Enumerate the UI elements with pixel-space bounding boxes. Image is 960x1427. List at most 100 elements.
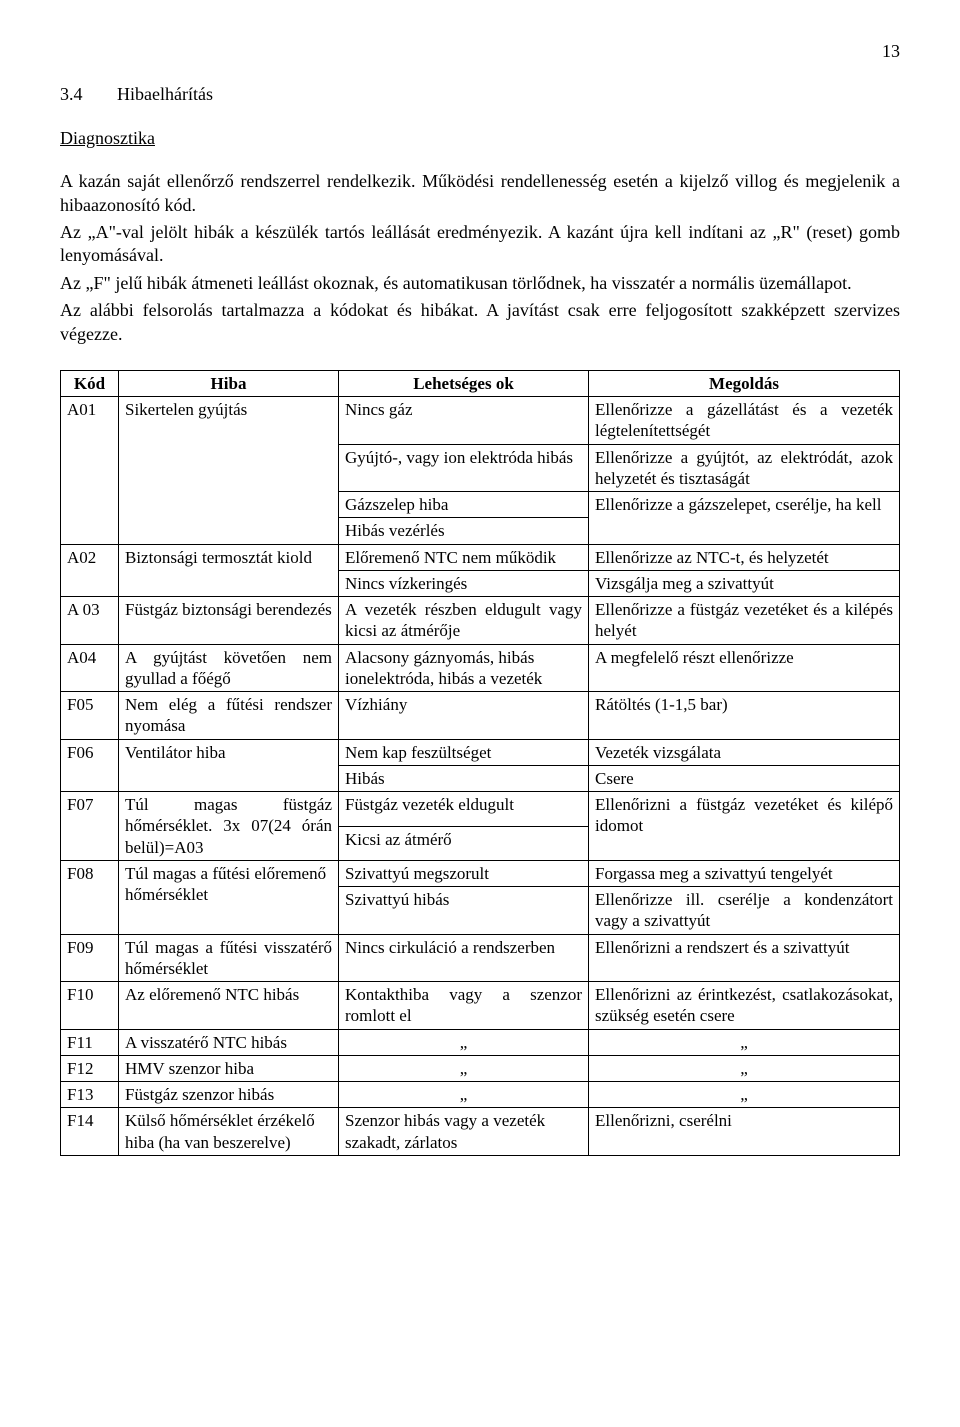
cell-kod: A01 [61, 397, 119, 545]
cell-megoldas: Vizsgálja meg a szivattyút [589, 570, 900, 596]
table-header-row: Kód Hiba Lehetséges ok Megoldás [61, 370, 900, 396]
cell-megoldas: Ellenőrizze a füstgáz vezetéket és a kil… [589, 597, 900, 645]
cell-ok: Nem kap feszültséget [339, 739, 589, 765]
cell-ok: Szenzor hibás vagy a vezeték szakadt, zá… [339, 1108, 589, 1156]
col-header-kod: Kód [61, 370, 119, 396]
cell-megoldas: „ [589, 1055, 900, 1081]
cell-hiba: A visszatérő NTC hibás [119, 1029, 339, 1055]
cell-ok: „ [339, 1029, 589, 1055]
cell-kod: F12 [61, 1055, 119, 1081]
cell-kod: F10 [61, 982, 119, 1030]
table-row: F11 A visszatérő NTC hibás „ „ [61, 1029, 900, 1055]
table-row: A02 Biztonsági termosztát kiold Előremen… [61, 544, 900, 570]
cell-ok: „ [339, 1082, 589, 1108]
cell-hiba: Füstgáz biztonsági berendezés [119, 597, 339, 645]
table-row: F09 Túl magas a fűtési visszatérő hőmérs… [61, 934, 900, 982]
cell-ok: Szivattyú megszorult [339, 860, 589, 886]
cell-kod: F06 [61, 739, 119, 792]
cell-megoldas: Ellenőrizze ill. cserélje a kondenzátort… [589, 887, 900, 935]
cell-megoldas: Ellenőrizni az érintkezést, csatlakozáso… [589, 982, 900, 1030]
cell-ok: Szivattyú hibás [339, 887, 589, 935]
cell-hiba: Ventilátor hiba [119, 739, 339, 792]
cell-ok: Alacsony gáznyomás, hibás ionelektróda, … [339, 644, 589, 692]
cell-kod: F09 [61, 934, 119, 982]
cell-ok: A vezeték részben eldugult vagy kicsi az… [339, 597, 589, 645]
cell-megoldas: Ellenőrizze az NTC-t, és helyzetét [589, 544, 900, 570]
table-row: F05 Nem elég a fűtési rendszer nyomása V… [61, 692, 900, 740]
paragraph: Az „A"-val jelölt hibák a készülék tartó… [60, 221, 900, 268]
cell-ok: Gyújtó-, vagy ion elektróda hibás [339, 444, 589, 492]
cell-kod: F07 [61, 792, 119, 861]
cell-hiba: Túl magas a fűtési visszatérő hőmérsékle… [119, 934, 339, 982]
paragraph: A kazán saját ellenőrző rendszerrel rend… [60, 170, 900, 217]
cell-kod: F11 [61, 1029, 119, 1055]
cell-megoldas: Ellenőrizze a gázellátást és a vezeték l… [589, 397, 900, 445]
table-row: F12 HMV szenzor hiba „ „ [61, 1055, 900, 1081]
cell-kod: A02 [61, 544, 119, 597]
cell-ok: Kontakthiba vagy a szenzor romlott el [339, 982, 589, 1030]
cell-kod: F08 [61, 860, 119, 934]
cell-ok: Füstgáz vezeték eldugult [339, 792, 589, 826]
cell-ok: Előremenő NTC nem működik [339, 544, 589, 570]
cell-ok: Hibás [339, 765, 589, 791]
cell-megoldas: A megfelelő részt ellenőrizze [589, 644, 900, 692]
cell-megoldas: Forgassa meg a szivattyú tengelyét [589, 860, 900, 886]
cell-megoldas: Ellenőrizze a gyújtót, az elektródát, az… [589, 444, 900, 492]
table-row: A 03 Füstgáz biztonsági berendezés A vez… [61, 597, 900, 645]
cell-hiba: Külső hőmérséklet érzékelő hiba (ha van … [119, 1108, 339, 1156]
cell-ok: Nincs cirkuláció a rendszerben [339, 934, 589, 982]
cell-ok: Vízhiány [339, 692, 589, 740]
cell-megoldas: „ [589, 1029, 900, 1055]
cell-hiba: A gyújtást követően nem gyullad a főégő [119, 644, 339, 692]
cell-ok: Nincs gáz [339, 397, 589, 445]
paragraph: Az „F" jelű hibák átmeneti leállást okoz… [60, 272, 900, 295]
table-row: F13 Füstgáz szenzor hibás „ „ [61, 1082, 900, 1108]
cell-megoldas: Ellenőrizni a rendszert és a szivattyút [589, 934, 900, 982]
cell-megoldas: Ellenőrizni a füstgáz vezetéket és kilép… [589, 792, 900, 861]
cell-kod: F14 [61, 1108, 119, 1156]
text: Ellenőrizze a gázszelepet, [595, 495, 771, 514]
page-number: 13 [60, 40, 900, 63]
table-row: A04 A gyújtást követően nem gyullad a fő… [61, 644, 900, 692]
cell-megoldas: Rátöltés (1-1,5 bar) [589, 692, 900, 740]
paragraph: Az alábbi felsorolás tartalmazza a kódok… [60, 299, 900, 346]
cell-kod: F05 [61, 692, 119, 740]
intro-text: A kazán saját ellenőrző rendszerrel rend… [60, 170, 900, 346]
cell-megoldas: Ellenőrizze a gázszelepet, cserélje, ha … [589, 492, 900, 545]
cell-hiba: Túl magas füstgáz hőmérséklet. 3x 07(24 … [119, 792, 339, 861]
table-row: F07 Túl magas füstgáz hőmérséklet. 3x 07… [61, 792, 900, 826]
cell-hiba: Biztonsági termosztát kiold [119, 544, 339, 597]
cell-ok: Kicsi az átmérő [339, 826, 589, 860]
cell-megoldas: „ [589, 1082, 900, 1108]
cell-kod: F13 [61, 1082, 119, 1108]
cell-hiba: Az előremenő NTC hibás [119, 982, 339, 1030]
cell-ok: Hibás vezérlés [339, 518, 589, 544]
col-header-hiba: Hiba [119, 370, 339, 396]
cell-hiba: Túl magas a fűtési előremenő hőmérséklet [119, 860, 339, 934]
table-row: F14 Külső hőmérséklet érzékelő hiba (ha … [61, 1108, 900, 1156]
text: cserélje, ha kell [775, 495, 881, 514]
table-row: F06 Ventilátor hiba Nem kap feszültséget… [61, 739, 900, 765]
table-row: F10 Az előremenő NTC hibás Kontakthiba v… [61, 982, 900, 1030]
cell-megoldas: Ellenőrizni, cserélni [589, 1108, 900, 1156]
subheading: Diagnosztika [60, 127, 900, 150]
cell-kod: A 03 [61, 597, 119, 645]
section-title: Hibaelhárítás [117, 84, 213, 104]
fault-table: Kód Hiba Lehetséges ok Megoldás A01 Sike… [60, 370, 900, 1156]
cell-megoldas: Csere [589, 765, 900, 791]
table-row: F08 Túl magas a fűtési előremenő hőmérsé… [61, 860, 900, 886]
table-row: A01 Sikertelen gyújtás Nincs gáz Ellenőr… [61, 397, 900, 445]
cell-ok: Nincs vízkeringés [339, 570, 589, 596]
cell-ok: Gázszelep hiba [339, 492, 589, 518]
cell-hiba: Füstgáz szenzor hibás [119, 1082, 339, 1108]
cell-kod: A04 [61, 644, 119, 692]
col-header-ok: Lehetséges ok [339, 370, 589, 396]
section-heading: 3.4 Hibaelhárítás [60, 83, 900, 106]
cell-hiba: Nem elég a fűtési rendszer nyomása [119, 692, 339, 740]
cell-hiba: HMV szenzor hiba [119, 1055, 339, 1081]
section-number: 3.4 [60, 83, 83, 106]
cell-ok: „ [339, 1055, 589, 1081]
cell-hiba: Sikertelen gyújtás [119, 397, 339, 545]
col-header-megoldas: Megoldás [589, 370, 900, 396]
cell-megoldas: Vezeték vizsgálata [589, 739, 900, 765]
